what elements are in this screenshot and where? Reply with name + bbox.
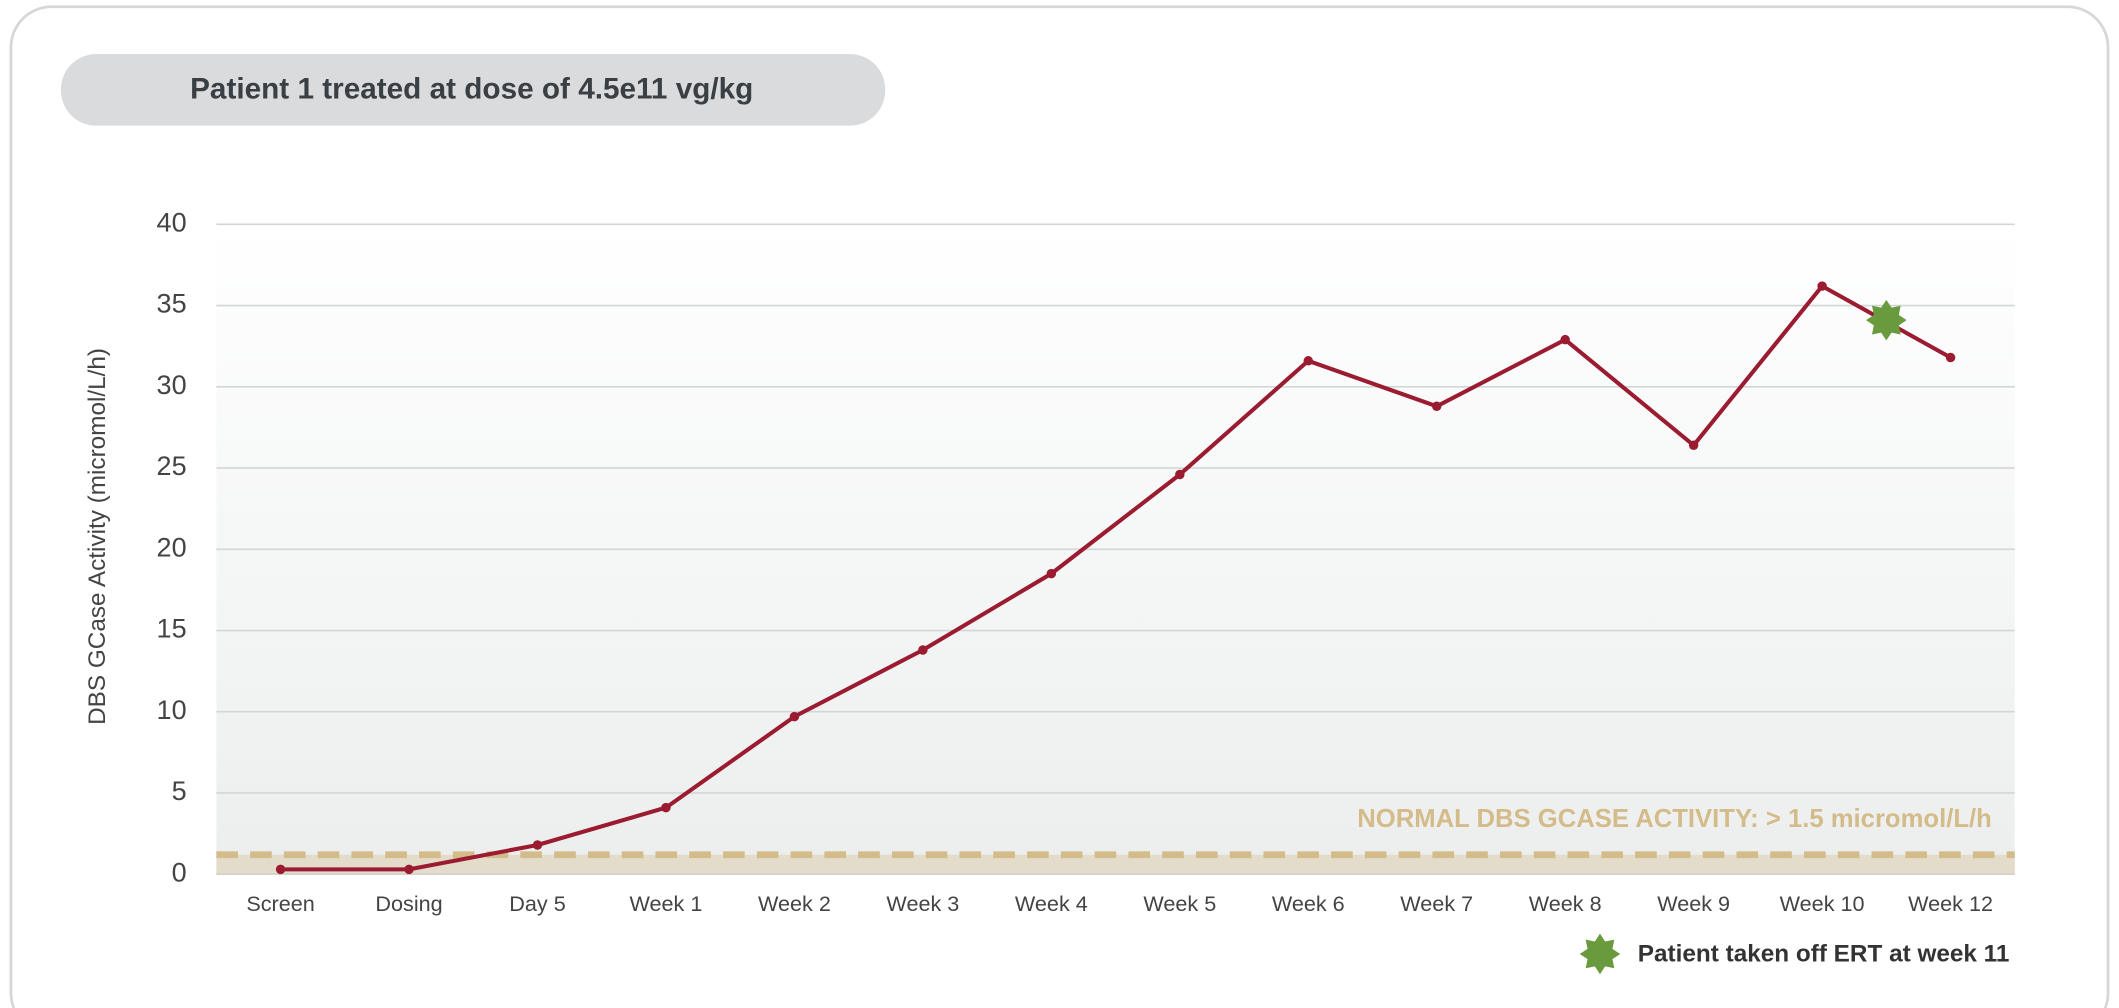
data-point — [1431, 401, 1442, 412]
y-tick-label: 0 — [172, 857, 187, 887]
y-tick-label: 40 — [157, 207, 187, 237]
x-tick-label: Week 9 — [1657, 891, 1730, 916]
x-tick-label: Week 7 — [1400, 891, 1473, 916]
y-tick-label: 20 — [157, 532, 187, 562]
data-point — [1046, 568, 1057, 579]
x-tick-label: Week 2 — [758, 891, 831, 916]
data-point — [661, 802, 671, 813]
y-axis-title: DBS GCase Activity (micromol/L/h) — [84, 348, 111, 725]
data-point — [404, 864, 414, 875]
y-tick-label: 5 — [172, 776, 187, 806]
x-tick-label: Week 1 — [630, 891, 703, 916]
threshold-band — [216, 854, 2015, 875]
data-point — [275, 864, 286, 875]
legend-label: Patient taken off ERT at week 11 — [1638, 941, 2010, 968]
data-line — [280, 283, 1952, 872]
x-tick-label: Week 4 — [1015, 891, 1088, 916]
x-tick-label: Week 12 — [1908, 891, 1993, 916]
legend-star — [1579, 933, 1621, 975]
x-tick-label: Week 8 — [1529, 891, 1602, 916]
x-tick-label: Dosing — [375, 891, 442, 916]
data-point — [1303, 356, 1313, 366]
data-point — [918, 645, 928, 655]
data-point — [1560, 334, 1570, 345]
data-point — [789, 711, 800, 722]
data-point — [1175, 469, 1185, 480]
chart-title: Patient 1 treated at dose of 4.5e11 vg/k… — [190, 72, 753, 105]
x-tick-label: Screen — [246, 891, 314, 916]
data-point — [532, 840, 543, 850]
x-tick-label: Week 5 — [1143, 891, 1216, 916]
x-tick-label: Week 10 — [1780, 891, 1865, 916]
y-tick-label: 15 — [157, 614, 187, 644]
y-tick-label: 25 — [157, 451, 187, 481]
y-tick-label: 10 — [157, 695, 187, 725]
y-tick-label: 35 — [157, 289, 187, 319]
title-pill — [60, 54, 886, 126]
x-tick-label: Day 5 — [509, 891, 565, 916]
ert-marker — [1866, 299, 1907, 341]
x-tick-label: Week 3 — [886, 891, 959, 916]
y-tick-label: 30 — [157, 370, 187, 400]
data-point — [1688, 440, 1699, 451]
x-tick-label: Week 6 — [1272, 891, 1345, 916]
data-point — [1817, 281, 1827, 291]
data-point — [1945, 352, 1956, 363]
threshold-label: NORMAL DBS GCASE ACTIVITY: > 1.5 micromo… — [1357, 805, 1992, 833]
